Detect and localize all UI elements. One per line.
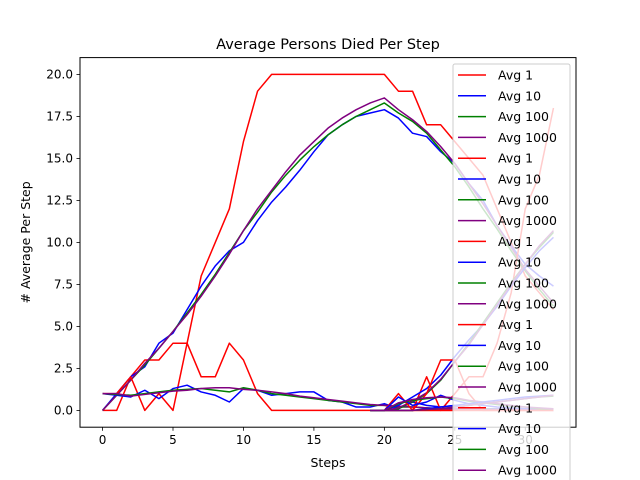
legend-label: Avg 10 [498, 421, 541, 436]
legend-label: Avg 1000 [498, 463, 557, 478]
y-tick-label: 10.0 [46, 236, 73, 250]
legend-label: Avg 10 [498, 88, 541, 103]
legend-label: Avg 100 [498, 276, 549, 291]
legend-label: Avg 1 [498, 68, 533, 83]
x-tick-label: 15 [306, 433, 321, 447]
legend-label: Avg 100 [498, 442, 549, 457]
legend-label: Avg 1 [498, 400, 533, 415]
x-tick-label: 20 [377, 433, 392, 447]
legend-label: Avg 1000 [498, 380, 557, 395]
legend-label: Avg 10 [498, 338, 541, 353]
legend-label: Avg 10 [498, 172, 541, 187]
legend-label: Avg 1000 [498, 130, 557, 145]
y-tick-label: 12.5 [46, 194, 73, 208]
legend-label: Avg 1000 [498, 213, 557, 228]
legend-label: Avg 1 [498, 317, 533, 332]
y-axis-label: # Average Per Step [18, 181, 33, 303]
y-tick-label: 7.5 [54, 278, 73, 292]
legend-label: Avg 10 [498, 255, 541, 270]
chart-title: Average Persons Died Per Step [216, 37, 440, 53]
legend-label: Avg 100 [498, 359, 549, 374]
y-tick-label: 20.0 [46, 68, 73, 82]
y-tick-label: 15.0 [46, 152, 73, 166]
legend-label: Avg 100 [498, 192, 549, 207]
y-tick-label: 0.0 [54, 404, 73, 418]
y-tick-label: 17.5 [46, 110, 73, 124]
legend-label: Avg 1000 [498, 296, 557, 311]
legend: Avg 1 Avg 10 Avg 100 Avg 1000 Avg 1 Avg 10 Avg… [452, 63, 571, 480]
x-tick-label: 10 [236, 433, 251, 447]
x-tick-label: 5 [169, 433, 177, 447]
legend-label: Avg 100 [498, 109, 549, 124]
y-tick-label: 5.0 [54, 320, 73, 334]
y-tick-label: 2.5 [54, 362, 73, 376]
legend-label: Avg 1 [498, 151, 533, 166]
x-axis-label: Steps [311, 455, 346, 470]
x-tick-label: 0 [99, 433, 107, 447]
legend-box [452, 63, 571, 480]
legend-label: Avg 1 [498, 234, 533, 249]
